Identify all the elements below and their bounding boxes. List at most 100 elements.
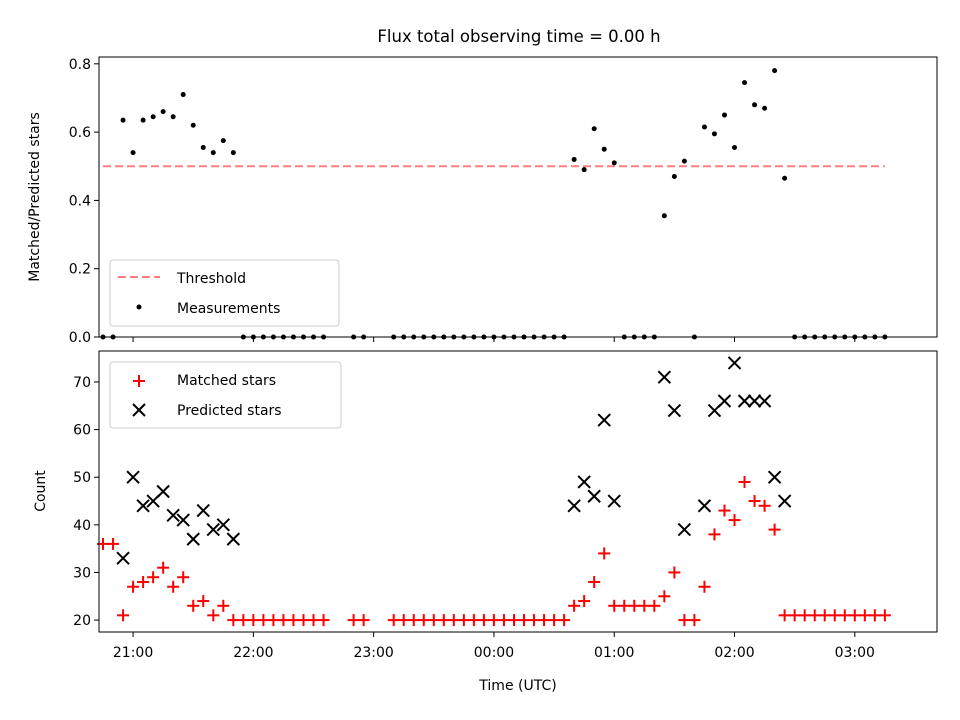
measurement-point [661, 213, 667, 219]
measurement-point [671, 174, 677, 180]
measurement-point [701, 124, 707, 130]
matched-star-point [848, 609, 861, 622]
matched-star-point [878, 609, 891, 622]
top-y-tick-label: 0.8 [69, 57, 91, 73]
measurement-point [200, 144, 206, 150]
matched-star-point [538, 614, 551, 627]
matched-star-point [167, 580, 180, 593]
matched-star-point [808, 609, 821, 622]
predicted-star-point [667, 403, 682, 418]
predicted-star-point [717, 394, 732, 408]
measurement-point [601, 146, 607, 152]
measurement-point [190, 122, 196, 128]
measurement-point [782, 175, 788, 181]
matched-star-point [207, 609, 220, 622]
ratio-panel: 0.00.20.40.60.8 Matched/Predicted stars … [27, 56, 938, 346]
matched-star-point [177, 571, 190, 584]
measurement-point [230, 150, 236, 156]
matched-star-point [868, 609, 881, 622]
matched-star-point [237, 614, 250, 627]
predicted-star-point [156, 484, 170, 499]
matched-star-point [858, 609, 871, 622]
predicted-star-point [767, 470, 782, 484]
matched-star-point [748, 495, 761, 508]
matched-star-point [648, 599, 661, 612]
matched-star-point [347, 614, 360, 627]
matched-star-point [477, 614, 490, 627]
matched-star-point [487, 614, 500, 627]
matched-star-point [127, 580, 140, 593]
measurement-point [571, 156, 577, 162]
predicted-star-point [176, 513, 190, 527]
matched-star-point [778, 609, 791, 622]
predicted-star-point [757, 394, 772, 408]
top-y-tick-label: 0.2 [69, 262, 91, 278]
matched-star-point [267, 614, 280, 627]
bottom-y-tick-label: 40 [73, 518, 91, 534]
matched-star-point [638, 599, 651, 612]
predicted-star-point [166, 508, 180, 523]
matched-star-point [447, 614, 460, 627]
top-axes-frame [98, 56, 938, 338]
legend-measurements-swatch [136, 304, 142, 310]
measurement-point [130, 150, 136, 156]
top-y-tick-label: 0.4 [69, 193, 91, 209]
top-legend-box [109, 259, 340, 327]
legend-predicted-label: Predicted stars [177, 403, 282, 419]
measurement-point [210, 150, 216, 156]
measurement-point [180, 92, 186, 98]
predicted-star-point [186, 532, 200, 546]
bottom-legend-box [109, 361, 342, 429]
top-x-ticks [132, 337, 856, 342]
bottom-y-tick-label: 30 [73, 565, 91, 581]
predicted-star-point [216, 518, 231, 532]
matched-star-point [217, 599, 230, 612]
predicted-star-point [697, 499, 712, 513]
predicted-star-point [126, 470, 140, 484]
matched-star-point [197, 595, 210, 608]
matched-star-point [307, 614, 320, 627]
matched-star-point [828, 609, 841, 622]
measurement-point [220, 138, 226, 144]
matched-star-point [528, 614, 541, 627]
predicted-star-point [727, 356, 742, 370]
matched-star-point [277, 614, 290, 627]
matched-star-point [507, 614, 520, 627]
matched-star-point [417, 614, 430, 627]
chart-title: Flux total observing time = 0.00 h [377, 27, 660, 46]
matched-star-point [698, 580, 711, 593]
bottom-x-tick-label: 22:00 [233, 645, 273, 661]
measurement-point [681, 158, 687, 164]
predicted-star-point [587, 489, 601, 503]
bottom-y-tick-label: 60 [73, 423, 91, 439]
predicted-star-point [196, 503, 210, 518]
bottom-y-ticks: 20 30 40 50 60 70 [73, 375, 99, 629]
matched-star-point [558, 614, 571, 627]
matched-star-point [728, 514, 741, 527]
matched-star-point [437, 614, 450, 627]
predicted-star-point [747, 394, 762, 408]
measurement-point [170, 114, 176, 120]
bottom-axes-frame [98, 350, 938, 633]
matched-star-point [317, 614, 330, 627]
measurement-point [120, 117, 126, 123]
predicted-star-point [226, 532, 241, 546]
matched-star-point [738, 475, 751, 488]
bottom-y-tick-label: 50 [73, 470, 91, 486]
measurement-point [732, 144, 738, 150]
matched-star-point [758, 499, 771, 512]
bottom-x-tick-label: 21:00 [113, 645, 153, 661]
matched-star-point [287, 614, 300, 627]
matched-star-point [257, 614, 270, 627]
matched-star-point [688, 614, 701, 627]
matched-star-point [107, 537, 120, 550]
matched-star-point [718, 504, 731, 517]
legend-predicted-swatch [132, 403, 146, 417]
matched-star-point [658, 590, 671, 603]
bottom-x-tick-label: 00:00 [474, 645, 514, 661]
measurement-point [772, 68, 778, 74]
matched-star-point [247, 614, 260, 627]
matched-star-point [357, 614, 370, 627]
matched-star-point [518, 614, 531, 627]
